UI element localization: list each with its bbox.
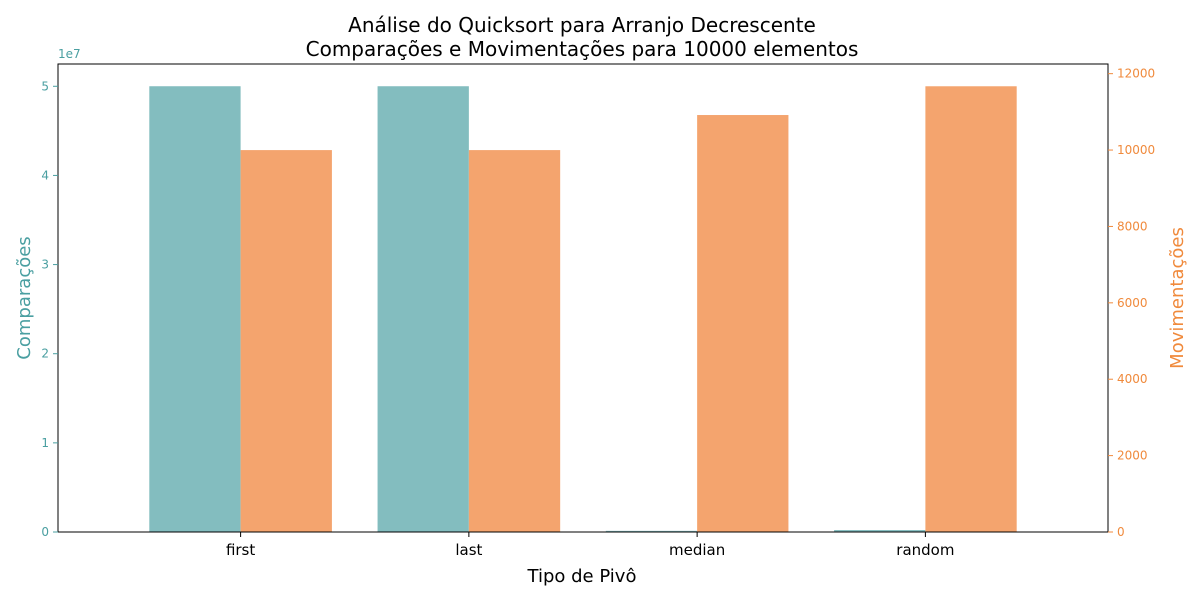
x-tick-label-median: median bbox=[669, 541, 725, 559]
left-tick-label: 1 bbox=[41, 436, 49, 450]
right-tick-label: 0 bbox=[1117, 525, 1125, 539]
bar-comparacoes-last bbox=[377, 86, 469, 532]
bar-comparacoes-first bbox=[149, 86, 241, 532]
left-axis-multiplier: 1e7 bbox=[58, 47, 81, 61]
left-tick-label: 5 bbox=[41, 79, 49, 93]
left-axis: 0 1 2 3 4 5 bbox=[41, 79, 58, 539]
bar-movimentacoes-median bbox=[697, 115, 789, 532]
bar-comparacoes-median bbox=[605, 530, 698, 532]
plot-frame bbox=[57, 63, 1109, 533]
left-tick-label: 4 bbox=[41, 168, 49, 182]
bar-comparacoes-random bbox=[834, 530, 926, 532]
x-tick-label-last: last bbox=[455, 541, 482, 559]
right-tick-label: 12000 bbox=[1117, 67, 1155, 81]
right-tick-label: 8000 bbox=[1117, 219, 1148, 233]
x-tick-label-random: random bbox=[896, 541, 954, 559]
left-tick-label: 2 bbox=[41, 347, 49, 361]
right-tick-label: 6000 bbox=[1117, 296, 1148, 310]
bars-group bbox=[149, 86, 1017, 533]
left-tick-label: 0 bbox=[41, 525, 49, 539]
bar-movimentacoes-last bbox=[468, 150, 561, 532]
x-tick-label-first: first bbox=[226, 541, 255, 559]
x-axis: first last median random bbox=[226, 532, 954, 559]
right-axis: 0 2000 4000 6000 8000 10000 12000 bbox=[1108, 67, 1155, 539]
right-tick-label: 10000 bbox=[1117, 143, 1155, 157]
right-tick-label: 2000 bbox=[1117, 449, 1148, 463]
right-tick-label: 4000 bbox=[1117, 372, 1148, 386]
bar-movimentacoes-random bbox=[925, 86, 1017, 533]
x-axis-label: Tipo de Pivô bbox=[527, 566, 637, 587]
right-axis-label: Movimentações bbox=[1167, 227, 1188, 369]
chart-title: Análise do Quicksort para Arranjo Decres… bbox=[348, 13, 816, 37]
left-tick-label: 3 bbox=[41, 258, 49, 272]
bar-movimentacoes-first bbox=[240, 150, 332, 532]
chart-subtitle: Comparações e Movimentações para 10000 e… bbox=[306, 37, 859, 61]
left-axis-label: Comparações bbox=[14, 236, 35, 359]
